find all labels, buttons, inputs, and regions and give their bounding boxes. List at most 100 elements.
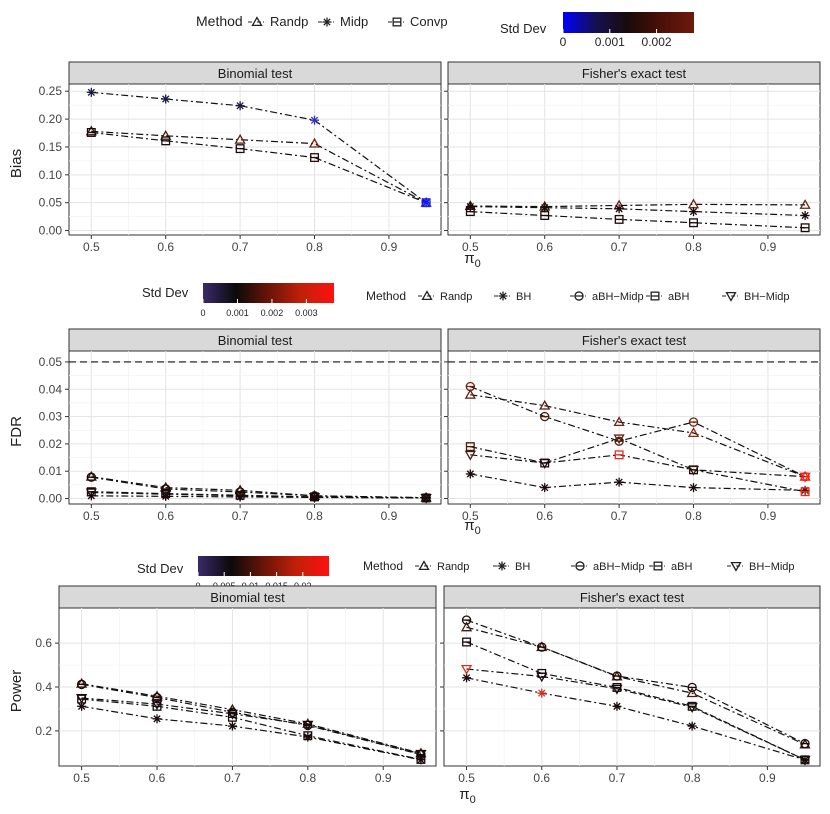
data-point — [151, 700, 163, 710]
series-line — [466, 626, 806, 746]
data-point — [76, 679, 87, 690]
marker-spoke — [615, 205, 623, 213]
colorbar — [198, 556, 329, 576]
panel-title: Fisher's exact test — [582, 66, 687, 81]
data-point — [612, 701, 622, 711]
y-tick-label: 0.02 — [39, 437, 63, 451]
data-point — [460, 664, 473, 675]
panel-background — [447, 83, 821, 236]
series-bh-midp — [85, 488, 432, 504]
marker-spoke — [323, 18, 331, 26]
legend-label: BH−Midp — [744, 291, 790, 303]
data-point — [689, 483, 699, 493]
data-point — [465, 207, 475, 217]
series-line — [81, 697, 422, 755]
legend-label: Randp — [440, 291, 472, 303]
data-point — [226, 709, 239, 720]
data-point — [234, 133, 246, 144]
legend-key-marker — [575, 561, 585, 571]
legend-item-1: BH — [494, 291, 531, 303]
x-tick-label: 0.5 — [458, 771, 475, 785]
data-point — [686, 703, 698, 713]
series-line — [470, 203, 806, 208]
series-convp — [86, 128, 431, 208]
x-tick-label: 0.7 — [609, 771, 626, 785]
colorbar-tick-label: 0 — [560, 35, 567, 49]
data-point — [308, 493, 321, 503]
series-bh — [462, 673, 810, 765]
x-axis-title-symbol: π — [459, 786, 469, 803]
data-point — [614, 214, 624, 224]
x-tick-label: 0.5 — [83, 240, 100, 254]
data-point — [302, 720, 314, 731]
x-axis: 0.5 0.6 0.7 0.8 0.9 — [462, 504, 777, 523]
data-point — [310, 153, 319, 163]
data-point — [614, 436, 624, 446]
marker-spoke — [689, 207, 698, 216]
x-axis-title: π0 — [459, 786, 475, 806]
data-point — [462, 637, 472, 647]
gridlines — [69, 84, 441, 235]
x-tick-label: 0.9 — [760, 509, 777, 523]
x-axis: 0.5 0.6 0.7 0.8 0.9 — [462, 235, 777, 254]
data-point — [85, 470, 97, 481]
panel-background — [68, 350, 442, 505]
data-point — [611, 684, 623, 695]
series-bh-midp — [460, 664, 811, 766]
panel-1: Fisher's exact test 0.5 0.6 0.7 0.8 0.9 — [444, 61, 821, 254]
x-axis-title-subscript: 0 — [475, 525, 481, 537]
data-point — [151, 690, 163, 701]
data-point — [160, 490, 172, 500]
data-point — [614, 204, 624, 214]
legend-item-0: Randp — [415, 560, 469, 573]
x-tick-label: 0.6 — [149, 771, 166, 785]
data-point — [227, 721, 237, 731]
data-point — [152, 714, 162, 724]
legend-item-3: aBH — [649, 561, 692, 573]
colorbar — [563, 12, 694, 33]
data-point — [687, 682, 697, 693]
x-tick-label: 0.8 — [685, 509, 702, 523]
x-axis: 0.5 0.6 0.7 0.8 0.9 — [83, 504, 398, 523]
data-point — [687, 721, 697, 731]
series-abh-midp — [461, 615, 810, 749]
series-group — [85, 470, 432, 504]
series-line — [470, 385, 806, 478]
data-point — [75, 677, 88, 688]
legend-item-0: Randp — [248, 14, 308, 29]
data-point — [85, 488, 97, 499]
data-point — [799, 755, 811, 766]
y-tick-label: 0.00 — [39, 224, 63, 238]
data-point — [152, 701, 162, 711]
y-axis — [444, 90, 448, 232]
legend: Method Randp Midp Convp Std Dev 0 0.001 0.002 — [196, 12, 694, 49]
data-point — [799, 472, 811, 483]
x-tick-label: 0.7 — [224, 771, 241, 785]
x-tick-label: 0.6 — [533, 771, 550, 785]
marker-spoke — [228, 722, 237, 730]
legend-key-marker — [730, 561, 742, 572]
y-tick-label: 0.15 — [39, 140, 63, 154]
y-tick-label: 0.05 — [39, 196, 63, 210]
legend-label: BH — [516, 291, 531, 303]
x-tick-label: 0.7 — [611, 509, 628, 523]
data-point — [614, 450, 624, 460]
y-tick-label: 0.10 — [39, 168, 63, 182]
data-point — [465, 381, 476, 392]
x-tick-label: 0.5 — [462, 240, 479, 254]
colorbar — [203, 283, 334, 303]
y-tick-label: 0.20 — [39, 112, 63, 126]
series-group — [464, 198, 811, 233]
legend-key-marker — [421, 290, 433, 301]
colorbar-tick-label: 0.002 — [261, 308, 284, 318]
series-line — [470, 210, 806, 229]
series-line — [81, 683, 422, 754]
series-line — [466, 668, 806, 761]
legend-key-marker — [498, 291, 508, 301]
x-axis-title-subscript: 0 — [475, 258, 481, 270]
legend-label: Midp — [340, 14, 368, 29]
panel-title: Fisher's exact test — [580, 590, 685, 605]
x-axis: 0.5 0.6 0.7 0.8 0.9 — [458, 766, 776, 785]
panel-title: Binomial test — [218, 66, 293, 81]
data-point — [688, 417, 699, 427]
